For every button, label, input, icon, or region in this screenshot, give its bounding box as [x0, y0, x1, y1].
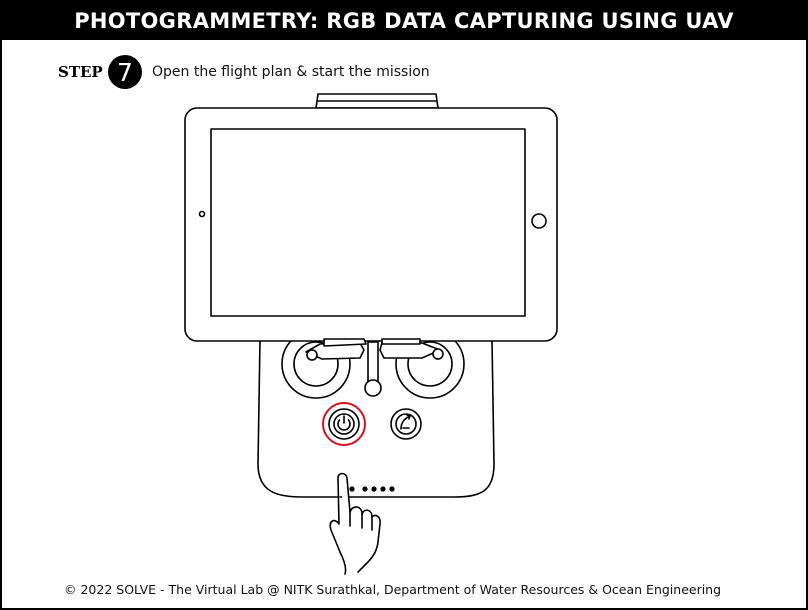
page-title: PHOTOGRAMMETRY: RGB DATA CAPTURING USING… — [74, 9, 734, 33]
controller-illustration — [184, 93, 558, 575]
holder-arms-icon — [305, 338, 444, 361]
step-number: 7 — [117, 57, 133, 87]
mount-clamp-icon — [315, 93, 439, 109]
remote-controller-icon — [257, 329, 495, 498]
tablet-icon — [184, 107, 558, 342]
footer-copyright: © 2022 SOLVE - The Virtual Lab @ NITK Su… — [64, 582, 722, 597]
rth-button-icon[interactable] — [390, 408, 422, 440]
pointing-hand-icon — [329, 472, 381, 575]
power-button-icon[interactable] — [322, 402, 366, 446]
step-label: STEP — [58, 63, 103, 81]
step-number-badge: 7 — [108, 55, 142, 89]
title-bar: PHOTOGRAMMETRY: RGB DATA CAPTURING USING… — [2, 2, 806, 40]
step-instruction: Open the flight plan & start the mission — [152, 64, 430, 80]
